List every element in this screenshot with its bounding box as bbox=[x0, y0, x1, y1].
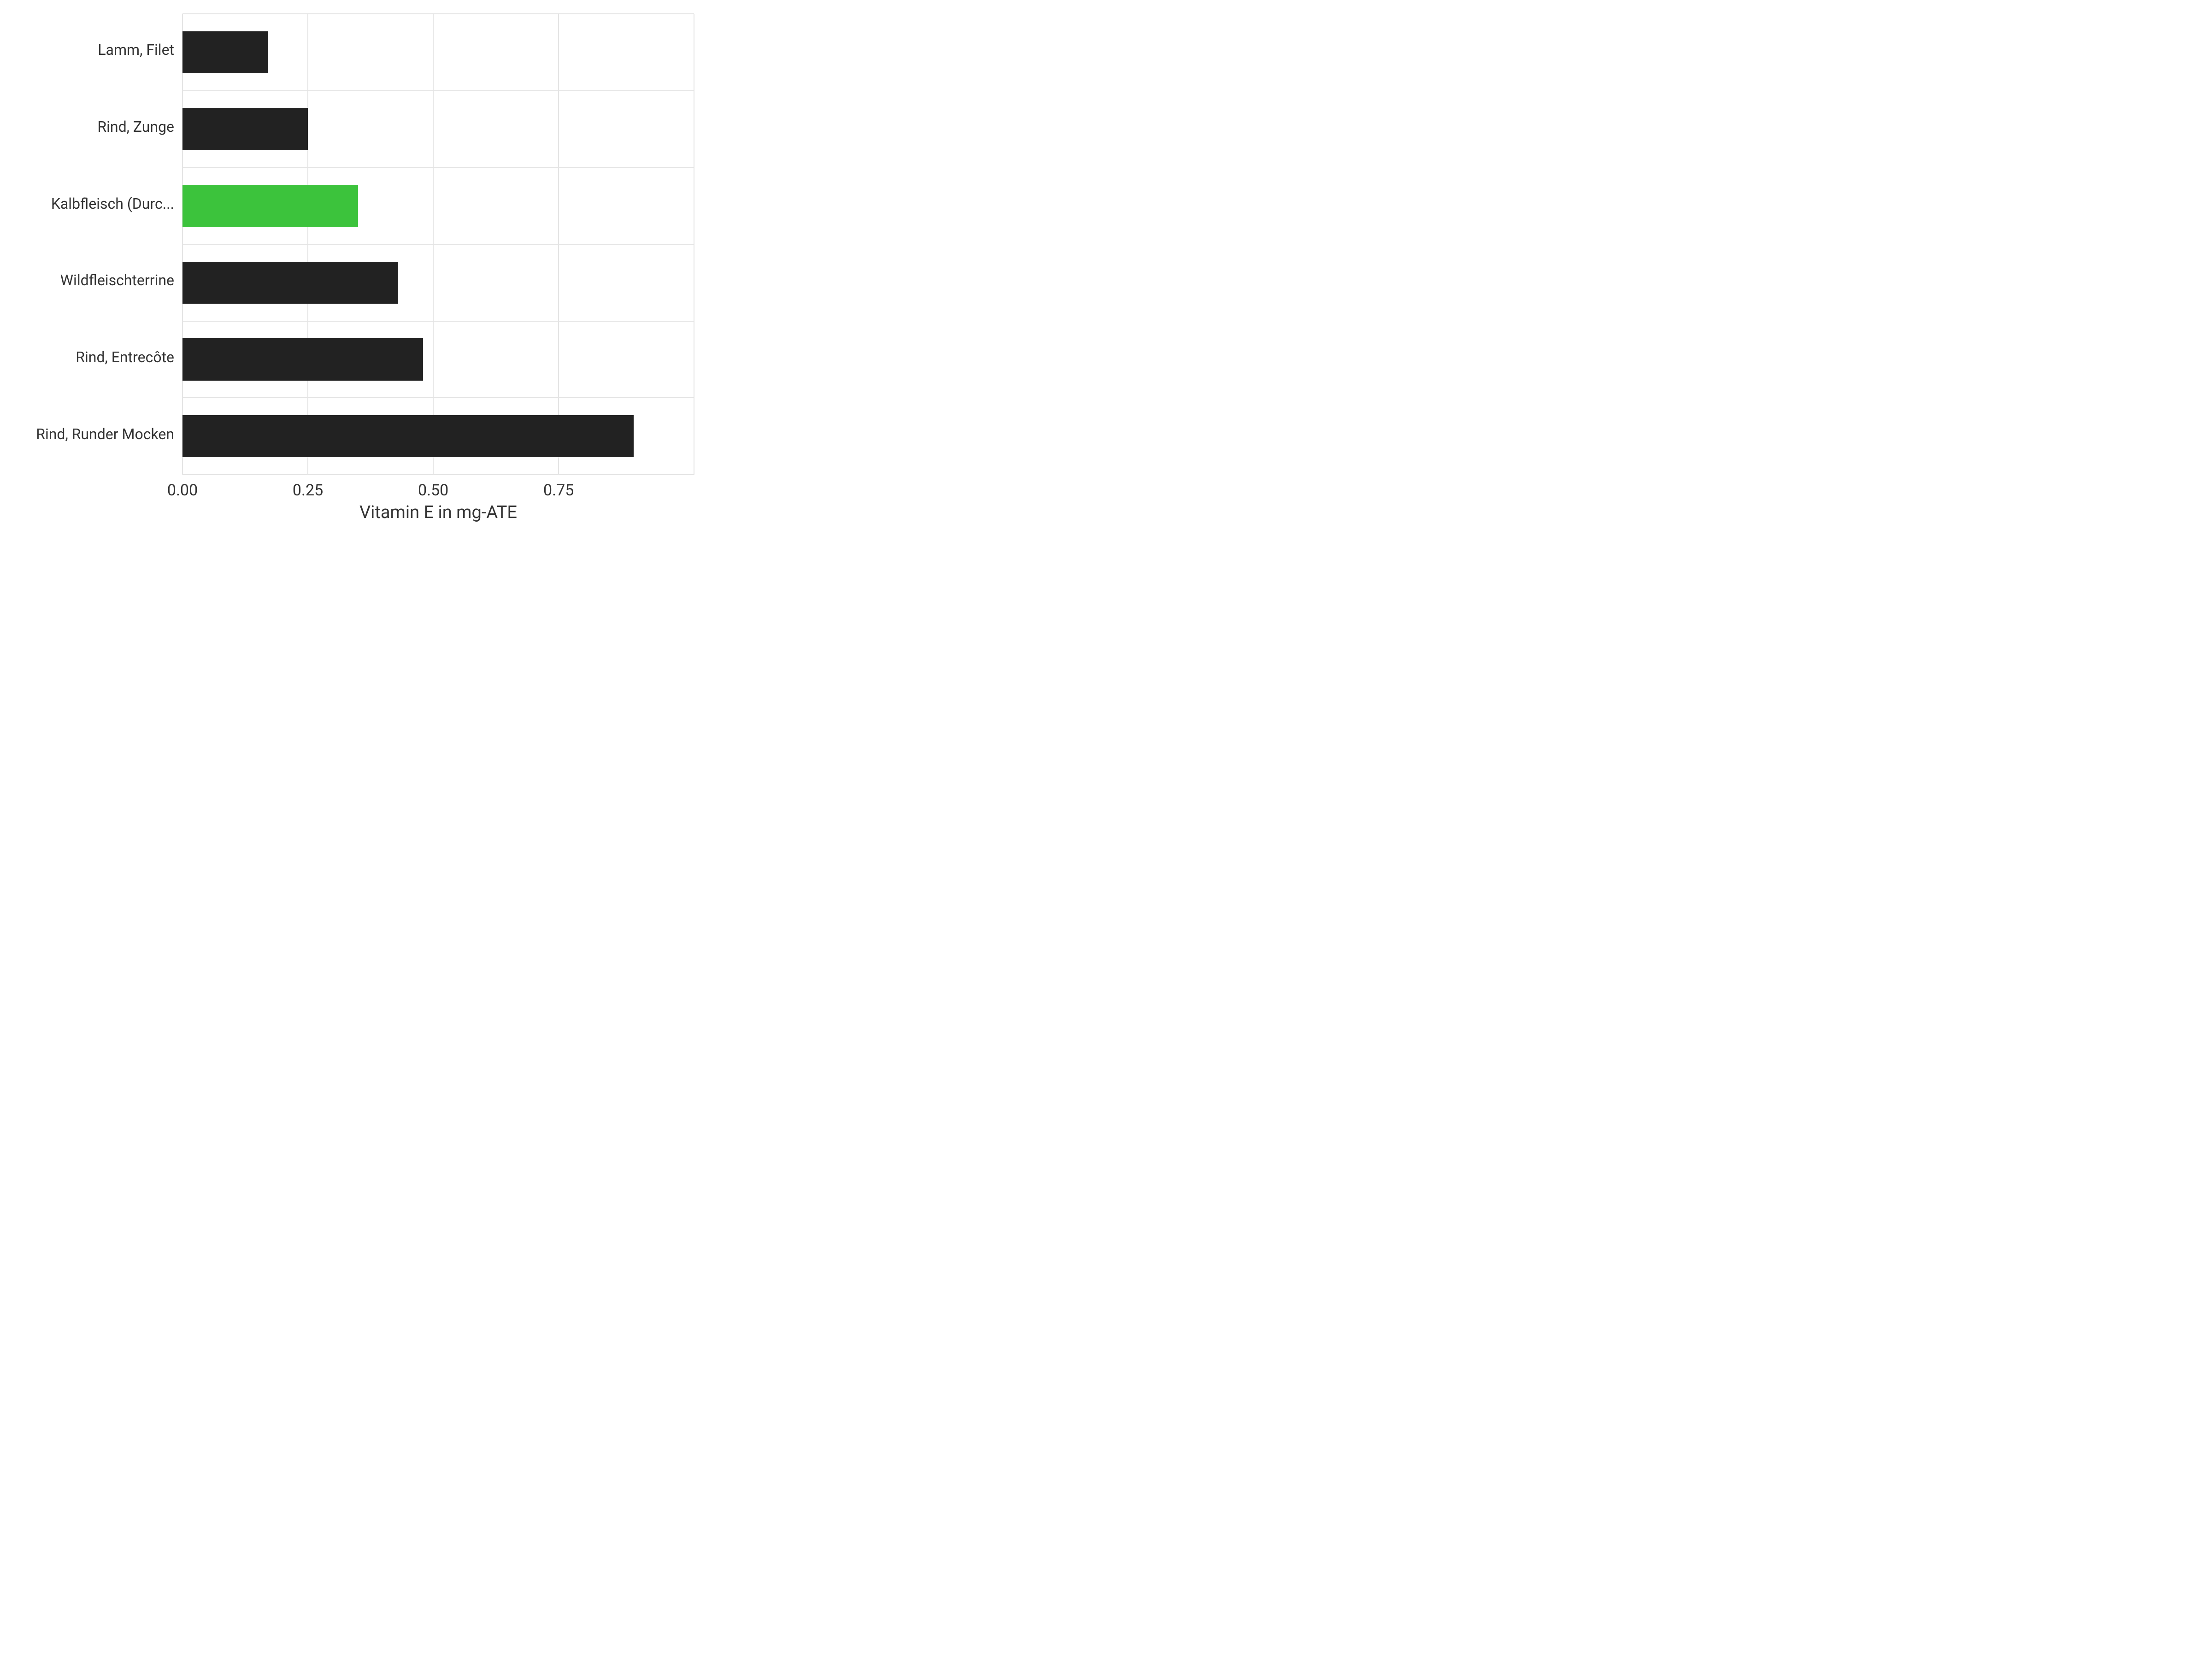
x-axis-tick-label: 0.50 bbox=[418, 481, 448, 500]
gridline-horizontal bbox=[182, 321, 694, 322]
bar bbox=[182, 338, 423, 381]
gridline-horizontal bbox=[182, 90, 694, 91]
gridline-horizontal bbox=[182, 13, 694, 14]
y-axis-label: Rind, Zunge bbox=[97, 118, 174, 135]
y-axis-label: Kalbfleisch (Durc... bbox=[51, 195, 174, 212]
vitamin-e-bar-chart: Lamm, Filet Rind, Zunge Kalbfleisch (Durc.… bbox=[0, 0, 708, 531]
gridline-horizontal bbox=[182, 244, 694, 245]
x-axis-tick-label: 0.00 bbox=[167, 481, 198, 500]
bar bbox=[182, 262, 398, 304]
gridline-vertical bbox=[433, 14, 434, 475]
x-axis-tick-label: 0.25 bbox=[293, 481, 323, 500]
plot-area bbox=[182, 14, 694, 475]
y-axis-label: Rind, Runder Mocken bbox=[36, 425, 174, 443]
gridline-horizontal bbox=[182, 474, 694, 475]
gridline-horizontal bbox=[182, 397, 694, 398]
y-axis-label: Rind, Entrecôte bbox=[76, 348, 174, 366]
gridline-vertical bbox=[307, 14, 308, 475]
bar bbox=[182, 31, 268, 74]
x-axis-title: Vitamin E in mg-ATE bbox=[359, 502, 517, 523]
bar bbox=[182, 415, 634, 458]
gridline-vertical bbox=[558, 14, 559, 475]
y-axis-label: Wildfleischterrine bbox=[60, 271, 174, 289]
bar bbox=[182, 108, 308, 150]
bar bbox=[182, 185, 358, 227]
gridline-vertical bbox=[182, 14, 183, 475]
x-axis-tick-label: 0.75 bbox=[543, 481, 574, 500]
gridline-horizontal bbox=[182, 167, 694, 168]
y-axis-label: Lamm, Filet bbox=[98, 41, 174, 59]
